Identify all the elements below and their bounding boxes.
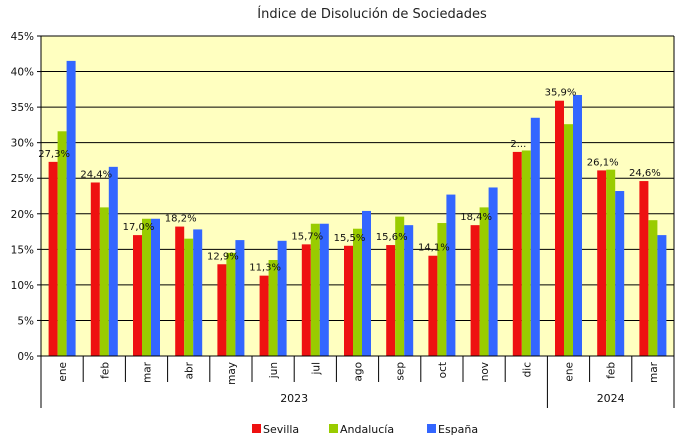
data-label: 24,6% <box>629 168 661 179</box>
x-tick-label: ene <box>564 362 576 382</box>
x-tick-label: feb <box>606 362 618 379</box>
x-tick-label: ago <box>353 362 365 382</box>
legend-swatch-españa <box>427 424 436 433</box>
bar-andalucía <box>521 150 531 356</box>
bar-españa <box>193 229 203 356</box>
bar-andalucía <box>57 131 67 356</box>
x-tick-label: mar <box>648 361 660 383</box>
data-label: 14,1% <box>418 243 450 254</box>
bar-españa <box>573 95 582 357</box>
bar-andalucía <box>564 124 573 356</box>
x-tick-label: oct <box>437 362 449 378</box>
bar-españa <box>108 166 118 356</box>
y-tick-label: 40% <box>11 67 34 79</box>
bar-españa <box>277 240 287 356</box>
bar-sevilla <box>512 151 522 356</box>
bar-españa <box>235 240 245 356</box>
data-label: 24,4% <box>80 169 112 180</box>
legend-label-españa: España <box>438 423 478 436</box>
bar-sevilla <box>133 235 142 356</box>
x-tick-label: mar <box>142 361 154 383</box>
bar-españa <box>530 117 540 357</box>
bar-andalucía <box>479 207 489 356</box>
data-label: 18,4% <box>460 212 492 223</box>
bar-sevilla <box>259 275 269 356</box>
group-label: 2024 <box>597 392 625 405</box>
x-tick-label: feb <box>99 362 111 379</box>
bar-andalucía <box>268 260 278 356</box>
y-tick-label: 30% <box>11 138 34 150</box>
data-label: 11,3% <box>249 263 281 274</box>
bar-sevilla <box>344 245 353 356</box>
data-labels: 27,3% 24,4% 17,0% 18,2% 12,9% 11,3% 15,7% 15,5%… <box>38 88 661 274</box>
legend-swatch-sevilla <box>252 424 261 433</box>
y-tick-label: 35% <box>11 102 34 114</box>
bar-españa <box>488 187 498 356</box>
data-label: 15,5% <box>334 233 366 244</box>
bar-andalucía <box>395 216 405 356</box>
legend-label-andalucía: Andalucía <box>340 423 394 436</box>
bar-españa <box>404 225 414 356</box>
x-tick-label: ene <box>57 362 69 382</box>
bar-sevilla <box>428 255 438 356</box>
legend-swatch-andalucía <box>329 424 338 433</box>
bar-españa <box>319 223 329 356</box>
y-tick-label: 10% <box>11 280 34 292</box>
y-tick-label: 5% <box>17 315 34 327</box>
data-label: 12,9% <box>207 251 239 262</box>
y-tick-label: 15% <box>11 244 34 256</box>
y-tick-label: 20% <box>11 209 34 221</box>
bar-andalucía <box>353 228 362 356</box>
data-label: 2... <box>510 139 526 150</box>
bar-españa <box>151 218 160 356</box>
bar-españa <box>615 191 625 356</box>
bar-andalucía <box>648 220 658 356</box>
bar-sevilla <box>175 226 185 356</box>
x-tick-label: dic <box>521 362 533 378</box>
bar-sevilla <box>90 182 100 356</box>
bar-sevilla <box>217 264 227 356</box>
y-tick-label: 25% <box>11 173 34 185</box>
bar-andalucía <box>437 223 447 356</box>
bar-andalucía <box>142 218 151 356</box>
bar-sevilla <box>597 170 607 356</box>
data-label: 26,1% <box>587 157 619 168</box>
legend-label-sevilla: Sevilla <box>263 423 299 436</box>
x-tick-label: jun <box>268 362 280 379</box>
x-tick-label: abr <box>184 361 196 379</box>
bar-andalucía <box>99 207 109 356</box>
bar-españa <box>66 60 76 357</box>
bar-sevilla <box>386 245 396 356</box>
x-tick-label: sep <box>395 362 407 381</box>
x-tick-label: jul <box>310 362 322 376</box>
legend: Sevilla Andalucía España <box>252 423 478 436</box>
x-tick-label: nov <box>479 362 491 381</box>
bar-andalucía <box>226 252 236 356</box>
data-label: 17,0% <box>123 222 155 233</box>
bar-españa <box>657 235 667 356</box>
bar-sevilla <box>639 181 649 356</box>
bar-sevilla <box>48 161 58 356</box>
bar-españa <box>362 210 371 356</box>
chart-title: Índice de Disolución de Sociedades <box>257 6 487 22</box>
bar-españa <box>446 194 456 356</box>
bars <box>48 60 667 357</box>
group-label: 2023 <box>280 392 308 405</box>
data-label: 18,2% <box>165 214 197 225</box>
bar-sevilla <box>555 100 564 356</box>
data-label: 15,7% <box>291 231 323 242</box>
data-label: 35,9% <box>545 88 577 99</box>
axes: 0% 5% 10% 15% 20% 25% 30% 35% 40% 45% ene feb mar abr… <box>11 31 675 408</box>
x-tick-label: may <box>226 362 238 385</box>
bar-andalucía <box>310 223 320 356</box>
data-label: 27,3% <box>38 149 70 160</box>
y-tick-label: 45% <box>11 31 34 43</box>
bar-andalucía <box>606 169 616 356</box>
bar-sevilla <box>470 225 480 356</box>
y-tick-label: 0% <box>17 351 34 363</box>
bar-sevilla <box>301 244 311 356</box>
bar-andalucía <box>184 238 194 356</box>
data-label: 15,6% <box>376 232 408 243</box>
